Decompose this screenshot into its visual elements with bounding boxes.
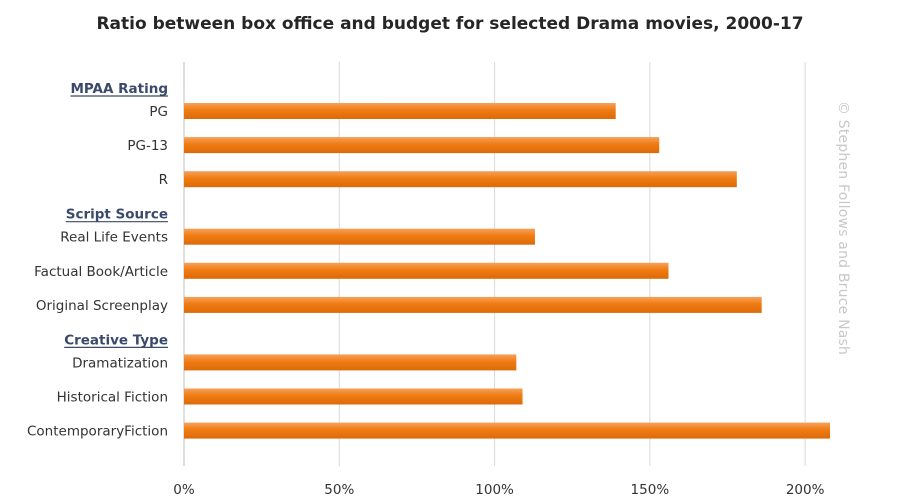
group-label: Creative Type bbox=[64, 332, 168, 348]
bar bbox=[184, 422, 830, 439]
category-label: PG-13 bbox=[127, 138, 168, 154]
bar bbox=[184, 262, 669, 279]
category-label: PG bbox=[149, 104, 168, 120]
copyright-watermark: © Stephen Follows and Bruce Nash bbox=[835, 100, 851, 356]
bar bbox=[184, 228, 535, 245]
group-label: MPAA Rating bbox=[70, 81, 168, 97]
bar bbox=[184, 354, 517, 371]
group-label: Script Source bbox=[66, 207, 168, 223]
chart-title: Ratio between box office and budget for … bbox=[96, 14, 804, 34]
category-label: R bbox=[159, 172, 168, 188]
bar bbox=[184, 137, 660, 154]
x-tick-label: 0% bbox=[173, 482, 195, 498]
category-label: Dramatization bbox=[72, 355, 168, 371]
bar bbox=[184, 171, 737, 188]
bar bbox=[184, 103, 616, 119]
x-tick-label: 50% bbox=[324, 482, 354, 498]
bar bbox=[184, 296, 762, 313]
x-tick-label: 100% bbox=[475, 482, 514, 498]
bar bbox=[184, 388, 523, 405]
category-label: Factual Book/Article bbox=[34, 264, 168, 280]
category-label: ContemporaryFiction bbox=[27, 424, 168, 440]
x-tick-label: 200% bbox=[786, 482, 825, 498]
category-label: Real Life Events bbox=[60, 230, 168, 246]
category-label: Original Screenplay bbox=[36, 298, 168, 314]
category-label: Historical Fiction bbox=[57, 390, 168, 406]
x-tick-label: 150% bbox=[631, 482, 670, 498]
